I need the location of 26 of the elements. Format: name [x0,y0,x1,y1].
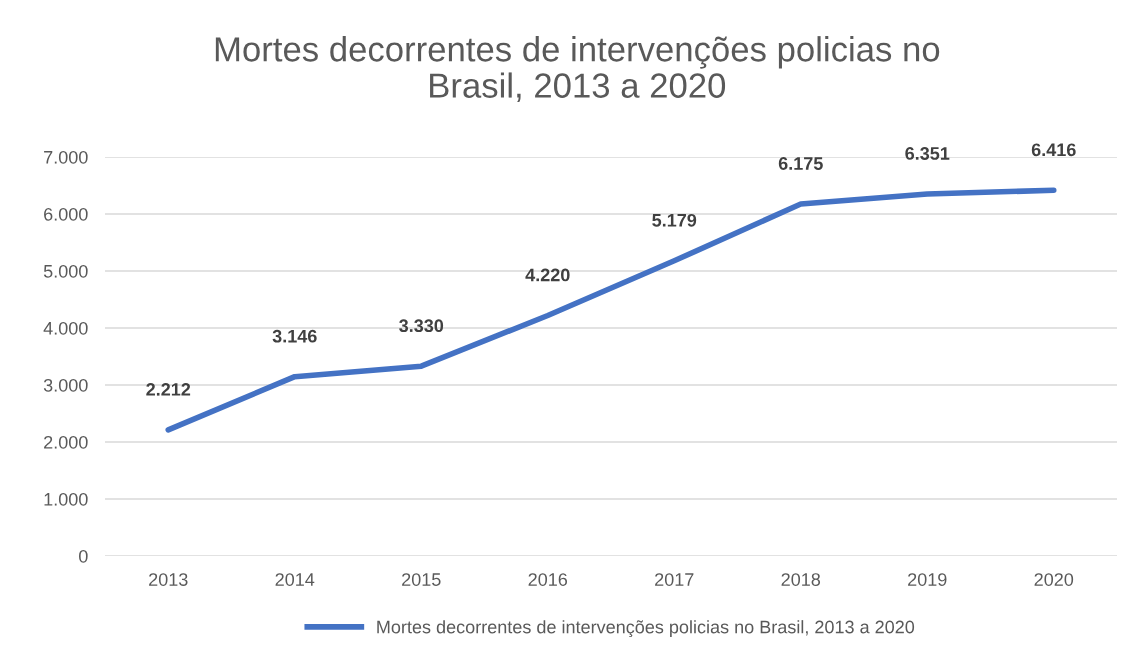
x-tick-label: 2016 [528,573,568,586]
x-tick-label: 2018 [781,573,821,586]
y-tick-label: 7.000 [44,150,88,164]
x-tick-label: 2013 [149,573,188,586]
x-tick-label: 2014 [275,573,315,586]
data-label: 3.330 [399,319,444,333]
data-label: 3.146 [272,329,317,343]
x-tick-label: 2019 [908,573,947,586]
data-label: 2.212 [146,383,191,396]
data-label: 6.351 [905,147,950,160]
legend-label: Mortes decorrentes de intervenções policias no Brasil, 2013 a 2020 [377,620,915,638]
x-tick-label: 2017 [655,573,694,586]
x-tick-label: 2020 [1034,573,1074,586]
y-tick-label: 1.000 [44,492,88,506]
y-tick-label: 2.000 [44,435,88,449]
data-label: 6.175 [778,157,823,170]
chart-title: Mortes decorrentes de intervenções policias no Brasil, 2013 a 2020 [215,36,940,103]
data-label: 5.179 [652,213,697,227]
y-tick-label: 4.000 [43,321,88,335]
y-tick-label: 5.000 [43,264,88,278]
y-tick-label: 6.000 [44,207,88,221]
y-tick-label: 0 [79,549,88,563]
data-label: 4.220 [525,268,570,282]
x-tick-label: 2015 [402,573,441,586]
y-tick-label: 3.000 [43,378,88,392]
data-label: 6.416 [1031,143,1076,157]
